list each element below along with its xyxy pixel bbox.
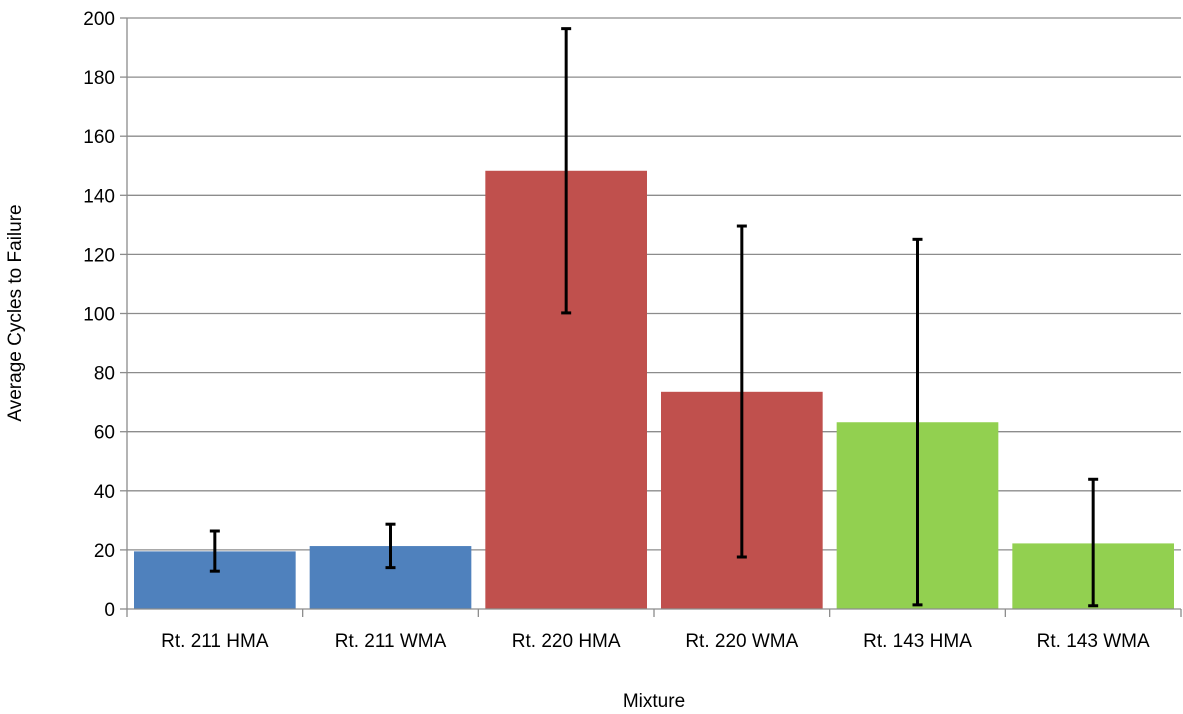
axes (120, 17, 1182, 617)
tick-labels: 0 20 40 60 80 100 120 140 160 180 200 Rt. 211 HMA Rt… (83, 9, 1150, 652)
x-category-label: Rt. 143 WMA (1037, 631, 1150, 652)
x-axis-title: Mixture (623, 691, 685, 712)
y-tick-label: 0 (104, 600, 115, 621)
error-bars (209, 27, 1099, 608)
bars (134, 170, 1174, 609)
y-axis-title: Average Cycles to Failure (5, 204, 26, 421)
y-tick-label: 160 (83, 127, 115, 148)
x-category-label: Rt. 220 WMA (685, 631, 798, 652)
y-tick-label: 60 (94, 423, 115, 444)
y-tick-label: 80 (94, 364, 115, 385)
y-tick-label: 40 (94, 482, 115, 503)
x-category-label: Rt. 211 WMA (335, 631, 447, 652)
gridlines (127, 17, 1181, 551)
x-category-label: Rt. 211 HMA (161, 631, 269, 652)
y-tick-label: 140 (83, 186, 115, 207)
x-category-label: Rt. 143 HMA (863, 631, 972, 652)
y-tick-label: 200 (83, 9, 115, 30)
y-tick-label: 120 (83, 245, 115, 266)
y-tick-label: 100 (83, 305, 115, 326)
y-tick-label: 180 (83, 68, 115, 89)
y-tick-label: 20 (94, 541, 115, 562)
x-category-label: Rt. 220 HMA (512, 631, 621, 652)
